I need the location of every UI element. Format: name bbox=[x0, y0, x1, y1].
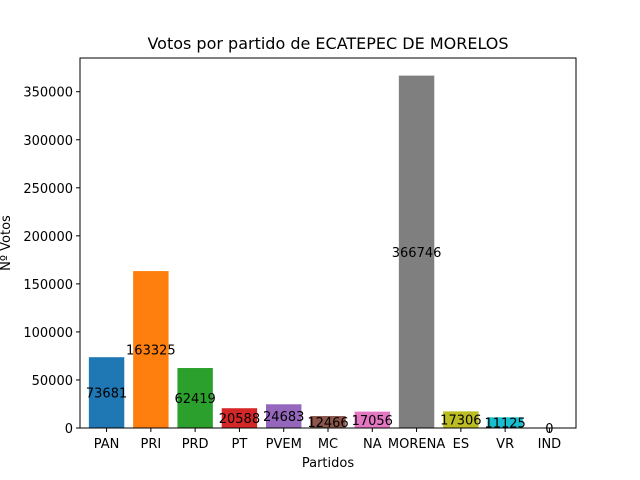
y-tick-label: 300000 bbox=[23, 134, 73, 149]
data-label: 20588 bbox=[219, 412, 260, 427]
bar-prd bbox=[177, 368, 213, 428]
x-tick-label: MORENA bbox=[388, 437, 445, 452]
x-axis-label: Partidos bbox=[302, 456, 354, 471]
chart-title: Votos por partido de ECATEPEC DE MORELOS bbox=[147, 34, 508, 53]
x-tick-label: MC bbox=[318, 437, 338, 452]
x-tick-label: NA bbox=[363, 437, 382, 452]
bar-mc bbox=[310, 416, 346, 428]
x-tick-label: IND bbox=[538, 437, 562, 452]
y-tick-label: 150000 bbox=[23, 278, 73, 293]
x-tick-label: PVEM bbox=[266, 437, 302, 452]
x-tick-label: ES bbox=[453, 437, 469, 452]
y-tick-label: 50000 bbox=[32, 374, 73, 389]
data-label: 0 bbox=[545, 422, 553, 437]
bar-pan bbox=[88, 357, 125, 428]
y-axis-label: Nº Votos bbox=[0, 215, 14, 271]
bar-pvem bbox=[266, 404, 302, 428]
plot-frame bbox=[79, 57, 577, 429]
data-labels: 73681 163325 62419 20588 24683 12466 17056 3667… bbox=[86, 246, 554, 437]
data-label: 163325 bbox=[126, 344, 176, 359]
bar-es bbox=[443, 411, 479, 428]
y-tick-label: 100000 bbox=[23, 326, 73, 341]
bar-vr bbox=[487, 417, 523, 428]
data-label: 73681 bbox=[86, 387, 127, 402]
bar-pri bbox=[133, 271, 169, 428]
bar-morena bbox=[398, 75, 435, 428]
x-tick-label: VR bbox=[496, 437, 514, 452]
data-label: 366746 bbox=[392, 246, 442, 261]
x-tick-label: PRD bbox=[182, 437, 209, 452]
x-tick-label: PAN bbox=[94, 437, 120, 452]
x-axis-ticks: PAN PRI PRD PT PVEM MC NA MORENA ES VR IND bbox=[94, 428, 561, 452]
y-tick-label: 200000 bbox=[23, 230, 73, 245]
x-tick-label: PRI bbox=[140, 437, 161, 452]
y-tick-label: 250000 bbox=[23, 182, 73, 197]
data-label: 62419 bbox=[174, 392, 215, 407]
data-label: 11125 bbox=[484, 417, 525, 432]
data-label: 17306 bbox=[440, 414, 481, 429]
y-tick-label: 350000 bbox=[23, 86, 73, 101]
data-label: 12466 bbox=[307, 416, 348, 431]
data-label: 17056 bbox=[352, 414, 393, 429]
bar-na bbox=[354, 411, 390, 428]
bars-group bbox=[88, 75, 523, 428]
x-tick-label: PT bbox=[232, 437, 248, 452]
y-axis-ticks: 0 50000 100000 150000 200000 250000 300000 3500… bbox=[23, 86, 80, 437]
data-label: 24683 bbox=[263, 410, 304, 425]
y-tick-label: 0 bbox=[65, 422, 73, 437]
bar-pt bbox=[221, 408, 258, 428]
